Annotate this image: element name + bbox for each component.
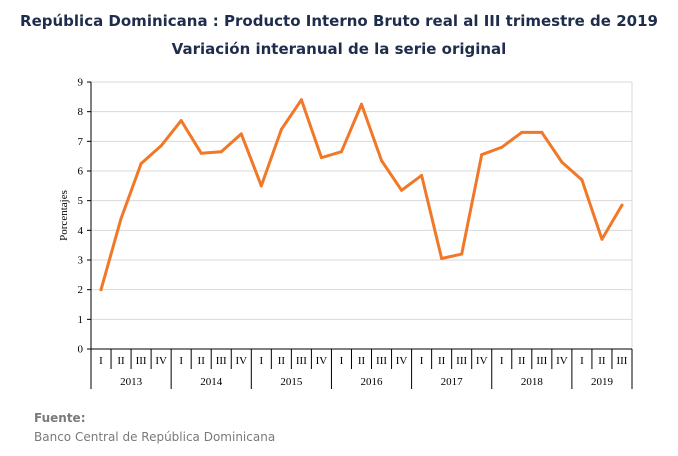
y-tick-label: 9 [78, 77, 84, 89]
x-quarter-label: I [420, 355, 424, 367]
x-quarter-label: I [99, 355, 103, 367]
data-point [259, 184, 263, 188]
data-point [420, 173, 424, 177]
x-quarter-label: I [179, 355, 183, 367]
x-quarter-label: II [598, 355, 606, 367]
x-quarter-label: II [358, 355, 366, 367]
x-quarter-label: III [376, 355, 387, 367]
x-quarter-label: III [456, 355, 467, 367]
data-point [199, 151, 203, 155]
x-quarter-label: I [340, 355, 344, 367]
y-tick-label: 6 [78, 166, 84, 178]
x-quarter-label: IV [556, 355, 568, 367]
y-axis-label: Porcentajes [58, 190, 70, 241]
y-tick-label: 0 [78, 344, 84, 356]
x-quarter-label: IV [476, 355, 488, 367]
x-year-label: 2018 [521, 376, 544, 388]
source-text: Banco Central de República Dominicana [34, 430, 276, 444]
series-line-pib [99, 98, 624, 292]
x-year-label: 2015 [280, 376, 303, 388]
y-tick-label: 3 [78, 255, 84, 267]
y-tick-label: 7 [78, 136, 84, 148]
x-quarter-label: II [438, 355, 446, 367]
data-point [239, 132, 243, 136]
x-quarter-label: III [296, 355, 307, 367]
data-point [560, 160, 564, 164]
data-point [319, 156, 323, 160]
x-year-label: 2014 [200, 376, 223, 388]
data-point [299, 98, 303, 102]
data-point [500, 145, 504, 149]
data-point [620, 203, 624, 207]
data-point [360, 102, 363, 106]
chart-title: República Dominicana : Producto Interno … [20, 12, 658, 30]
x-quarter-label: III [216, 355, 227, 367]
x-quarter-label: III [616, 355, 627, 367]
x-year-label: 2016 [361, 376, 384, 388]
x-quarter-label: III [136, 355, 147, 367]
data-point [380, 159, 384, 163]
x-year-label: 2013 [120, 376, 143, 388]
x-quarter-label: II [518, 355, 526, 367]
y-tick-label: 4 [78, 225, 84, 237]
data-point [520, 130, 524, 134]
x-quarter-label: II [117, 355, 125, 367]
data-point [580, 178, 584, 182]
y-tick-label: 1 [78, 314, 84, 326]
data-point [99, 288, 103, 292]
data-point [139, 162, 143, 166]
x-quarter-label: III [536, 355, 547, 367]
chart-subtitle: Variación interanual de la serie origina… [171, 40, 507, 58]
data-point [159, 144, 163, 148]
x-year-label: 2019 [591, 376, 614, 388]
data-point [119, 216, 123, 220]
x-quarter-label: I [259, 355, 263, 367]
x-quarter-label: I [500, 355, 504, 367]
source-label: Fuente: [34, 411, 86, 425]
x-quarter-label: IV [396, 355, 408, 367]
data-point [219, 150, 223, 154]
data-point [279, 127, 283, 131]
x-quarter-label: II [278, 355, 286, 367]
data-point [600, 237, 604, 241]
data-point [400, 188, 404, 192]
x-quarter-label: IV [155, 355, 167, 367]
data-point [480, 153, 484, 157]
y-tick-label: 2 [78, 284, 84, 296]
y-tick-label: 8 [78, 106, 84, 118]
x-quarter-label: IV [235, 355, 247, 367]
x-quarter-label: I [580, 355, 584, 367]
data-point [460, 252, 464, 256]
data-point [440, 257, 444, 261]
data-point [179, 119, 183, 123]
y-tick-label: 5 [78, 195, 84, 207]
x-quarter-label: IV [316, 355, 328, 367]
x-year-label: 2017 [441, 376, 464, 388]
x-quarter-label: II [198, 355, 206, 367]
data-point [339, 150, 343, 154]
data-point [540, 130, 544, 134]
